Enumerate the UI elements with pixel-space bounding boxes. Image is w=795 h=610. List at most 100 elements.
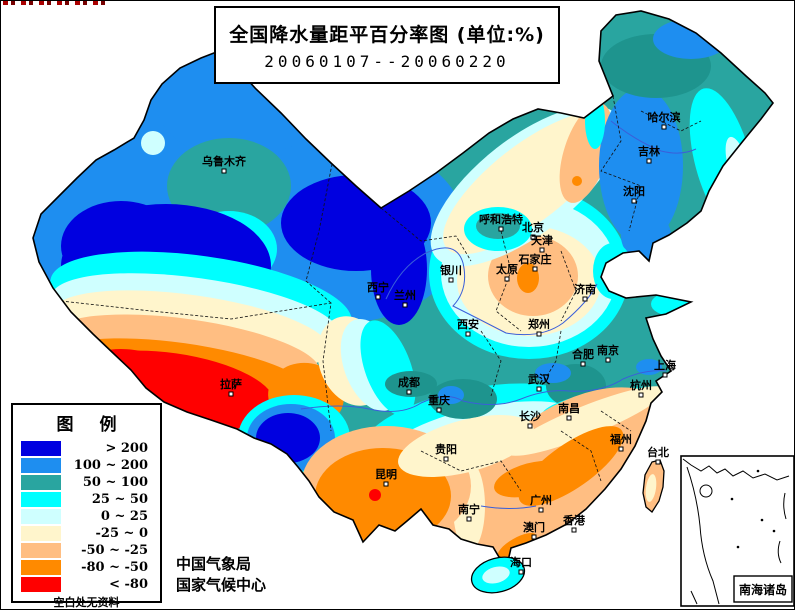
city-name: 澳门 <box>523 520 545 534</box>
credits-line2: 国家气候中心 <box>176 576 267 594</box>
city-marker: 海口 <box>510 555 532 575</box>
credits-line1: 中国气象局 <box>176 555 252 573</box>
legend-title: 图 例 <box>56 415 117 435</box>
legend-item: < -80 <box>13 576 160 593</box>
legend-item: 25 ~ 50 <box>13 491 160 508</box>
legend-range-label: -80 ~ -50 <box>81 560 148 575</box>
city-marker: 济南 <box>574 282 596 302</box>
city-marker: 兰州 <box>394 288 416 308</box>
city-name: 南昌 <box>558 401 580 415</box>
city-name: 石家庄 <box>518 252 552 266</box>
city-dot <box>661 124 667 130</box>
city-dot <box>443 456 449 462</box>
legend-swatch <box>21 458 61 473</box>
city-marker: 台北 <box>647 445 669 465</box>
city-dot <box>465 331 471 337</box>
city-dot <box>571 527 577 533</box>
city-name: 沈阳 <box>623 184 645 198</box>
city-name: 郑州 <box>528 317 550 331</box>
city-name: 哈尔滨 <box>648 110 681 124</box>
legend: 图 例 > 200 100 ~ 200 50 ~ 100 25 ~ 50 0 ~ 25 -… <box>11 403 162 609</box>
city-dot <box>531 534 537 540</box>
city-name: 西安 <box>457 317 479 331</box>
city-dot <box>580 361 586 367</box>
city-dot <box>518 569 524 575</box>
city-dot <box>605 357 611 363</box>
legend-range-label: -50 ~ -25 <box>81 543 148 558</box>
city-name: 合肥 <box>572 347 594 361</box>
city-marker: 哈尔滨 <box>648 110 681 130</box>
legend-swatch <box>21 509 61 524</box>
city-name: 贵阳 <box>435 442 457 456</box>
city-marker: 上海 <box>654 358 676 378</box>
city-dot <box>631 198 637 204</box>
city-dot <box>448 277 454 283</box>
city-name: 杭州 <box>630 378 652 392</box>
city-marker: 重庆 <box>428 393 450 413</box>
city-name: 乌鲁木齐 <box>202 154 247 168</box>
city-marker: 武汉 <box>528 372 551 392</box>
legend-range-label: -25 ~ 0 <box>95 526 148 541</box>
map-title: 全国降水量距平百分率图 (单位:%) <box>229 24 545 46</box>
city-dot <box>406 389 412 395</box>
inset-label-box <box>733 575 793 603</box>
legend-item: -25 ~ 0 <box>13 525 160 542</box>
city-name: 武汉 <box>528 372 551 386</box>
province-borders <box>60 95 702 492</box>
city-marker: 南宁 <box>458 502 480 522</box>
city-marker: 石家庄 <box>518 252 552 272</box>
city-marker: 郑州 <box>528 317 550 337</box>
legend-swatch <box>21 577 61 592</box>
city-dot <box>466 516 472 522</box>
city-name: 济南 <box>574 282 596 296</box>
city-name: 拉萨 <box>220 377 242 391</box>
city-marker: 南京 <box>597 343 619 363</box>
city-dot <box>618 446 624 452</box>
city-dot <box>566 415 572 421</box>
legend-range-label: 50 ~ 100 <box>82 475 148 490</box>
legend-swatch <box>21 526 61 541</box>
city-dot <box>536 386 542 392</box>
city-name: 成都 <box>398 375 420 389</box>
city-name: 昆明 <box>375 468 397 481</box>
city-marker: 合肥 <box>572 347 594 367</box>
city-name: 海口 <box>510 555 532 569</box>
city-dot <box>530 234 536 240</box>
legend-item: 50 ~ 100 <box>13 474 160 491</box>
city-name: 重庆 <box>428 393 450 407</box>
legend-range-label: 100 ~ 200 <box>73 458 148 473</box>
legend-item: -80 ~ -50 <box>13 559 160 576</box>
city-name: 西宁 <box>367 280 389 294</box>
city-marker: 杭州 <box>630 378 652 398</box>
city-dot <box>375 294 381 300</box>
legend-swatch <box>21 492 61 507</box>
city-dot <box>538 507 544 513</box>
city-marker: 昆明 <box>375 468 397 487</box>
taiwan-island <box>642 459 665 513</box>
city-dot <box>638 392 644 398</box>
city-marker: 福州 <box>609 432 632 452</box>
city-name: 呼和浩特 <box>479 212 523 226</box>
inset-label: 南海诸岛 <box>739 582 787 597</box>
city-dot <box>504 276 510 282</box>
rivers <box>300 120 697 509</box>
city-marker: 呼和浩特 <box>479 212 523 232</box>
city-dot <box>582 296 588 302</box>
city-name: 广州 <box>530 493 552 507</box>
city-dot <box>532 266 538 272</box>
city-marker: 银川 <box>440 263 462 283</box>
city-name: 北京 <box>522 220 544 234</box>
screen-edge-artifact <box>3 1 107 5</box>
city-name: 南宁 <box>458 502 480 516</box>
legend-rows: > 200 100 ~ 200 50 ~ 100 25 ~ 50 0 ~ 25 -25 ~… <box>13 440 160 593</box>
city-marker: 天津 <box>531 233 553 253</box>
city-name: 上海 <box>654 358 676 372</box>
legend-range-label: 25 ~ 50 <box>91 492 148 507</box>
city-name: 太原 <box>495 262 518 276</box>
city-marker: 广州 <box>530 493 552 513</box>
city-dot <box>402 302 408 308</box>
legend-swatch <box>21 560 61 575</box>
legend-item: -50 ~ -25 <box>13 542 160 559</box>
city-marker: 太原 <box>495 262 518 282</box>
south-china-sea-inset: 南海诸岛 <box>680 455 794 607</box>
